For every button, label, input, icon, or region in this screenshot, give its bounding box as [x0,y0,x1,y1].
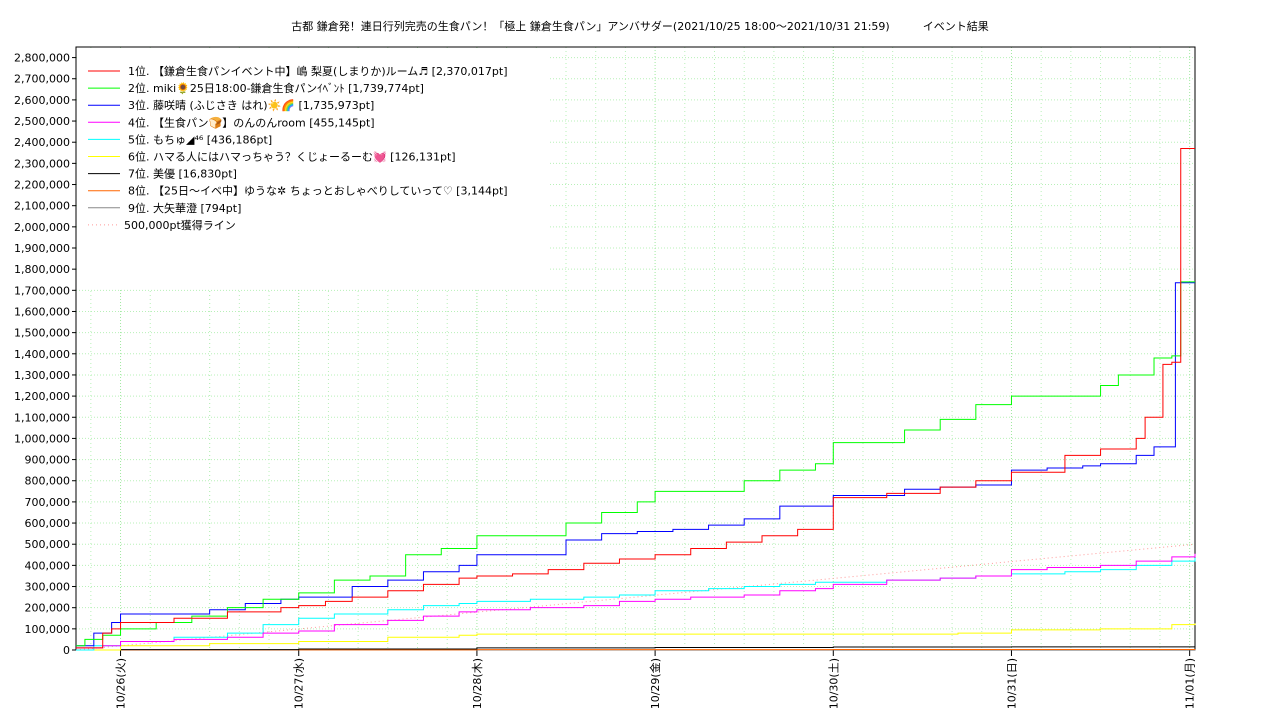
series-line-2 [76,281,1195,647]
x-tick-label: 10/31(日) [1005,658,1018,709]
y-tick-label: 200,000 [25,602,71,615]
y-tick-label: 900,000 [25,454,71,467]
x-tick-label: 11/01(月) [1184,658,1197,709]
y-tick-label: 1,100,000 [14,411,70,424]
y-tick-label: 1,400,000 [14,348,70,361]
y-tick-label: 2,800,000 [14,52,70,65]
y-tick-label: 2,000,000 [14,221,70,234]
y-tick-label: 1,200,000 [14,390,70,403]
y-tick-label: 2,200,000 [14,179,70,192]
y-tick-label: 1,000,000 [14,432,70,445]
y-tick-label: 300,000 [25,581,71,594]
series-line-3 [76,282,1195,647]
y-tick-label: 2,100,000 [14,200,70,213]
y-tick-label: 400,000 [25,559,71,572]
legend-label-8: 8位. 【25日〜イベ中】ゆうな✲ ちょっとおしゃべりしていって♡ [3,144… [128,184,508,198]
y-tick-label: 1,300,000 [14,369,70,382]
legend-label-1: 1位. 【鎌倉生食パンイベント中】嶋 梨夏(しまりか)ルーム♬ [2,370,0… [128,64,508,78]
y-tick-label: 1,900,000 [14,242,70,255]
chart-title: 古都 鎌倉発！連日行列完売の生食パン！「極上 鎌倉生食パン」アンバサダー(202… [291,20,989,33]
y-tick-label: 0 [63,644,70,657]
legend-label-6: 6位. ハマる人にはハマっちゃう？くじょーるーむ💓 [126,131pt] [128,150,456,164]
legend-label-10: 500,000pt獲得ライン [124,219,236,232]
y-tick-label: 1,800,000 [14,263,70,276]
series-line-7 [76,646,1196,651]
x-tick-label: 10/27(水) [293,658,306,709]
x-tick-label: 10/30(土) [827,658,840,709]
legend-label-9: 9位. 大矢華澄 [794pt] [128,201,241,215]
x-tick-label: 10/29(金) [648,658,662,709]
series-line-5 [76,557,1196,651]
legend-label-3: 3位. 藤咲晴 (ふじさき はれ)☀️🌈 [1,735,973pt] [128,98,374,112]
series-line-4 [76,553,1196,649]
series-line-6 [76,623,1196,651]
y-tick-label: 2,600,000 [14,94,70,107]
y-tick-label: 1,700,000 [14,284,70,297]
y-tick-label: 800,000 [25,475,71,488]
y-tick-label: 700,000 [25,496,71,509]
y-tick-label: 1,600,000 [14,305,70,318]
legend-label-7: 7位. 美優 [16,830pt] [128,167,237,181]
legend-label-4: 4位. 【生食パン🍞】のんのんroom [455,145pt] [128,115,375,129]
x-tick-label: 10/28(木) [471,658,484,709]
legend-label-5: 5位. もちゅ◢⁴⁶ [436,186pt] [128,132,272,146]
reference-line-500k [75,543,1196,651]
series-line-1 [76,148,1195,649]
y-tick-label: 100,000 [25,623,71,636]
y-tick-label: 500,000 [25,538,71,551]
y-tick-label: 2,500,000 [14,115,70,128]
y-tick-label: 2,400,000 [14,136,70,149]
y-tick-label: 2,300,000 [14,157,70,170]
y-tick-label: 600,000 [25,517,71,530]
x-tick-label: 10/26(火) [115,658,128,709]
legend-box [78,49,548,289]
y-tick-label: 2,700,000 [14,73,70,86]
y-tick-label: 1,500,000 [14,327,70,340]
legend-label-2: 2位. miki🌻25日18:00-鎌倉生食パンｲﾍﾞﾝﾄ [1,739,774… [128,81,424,95]
